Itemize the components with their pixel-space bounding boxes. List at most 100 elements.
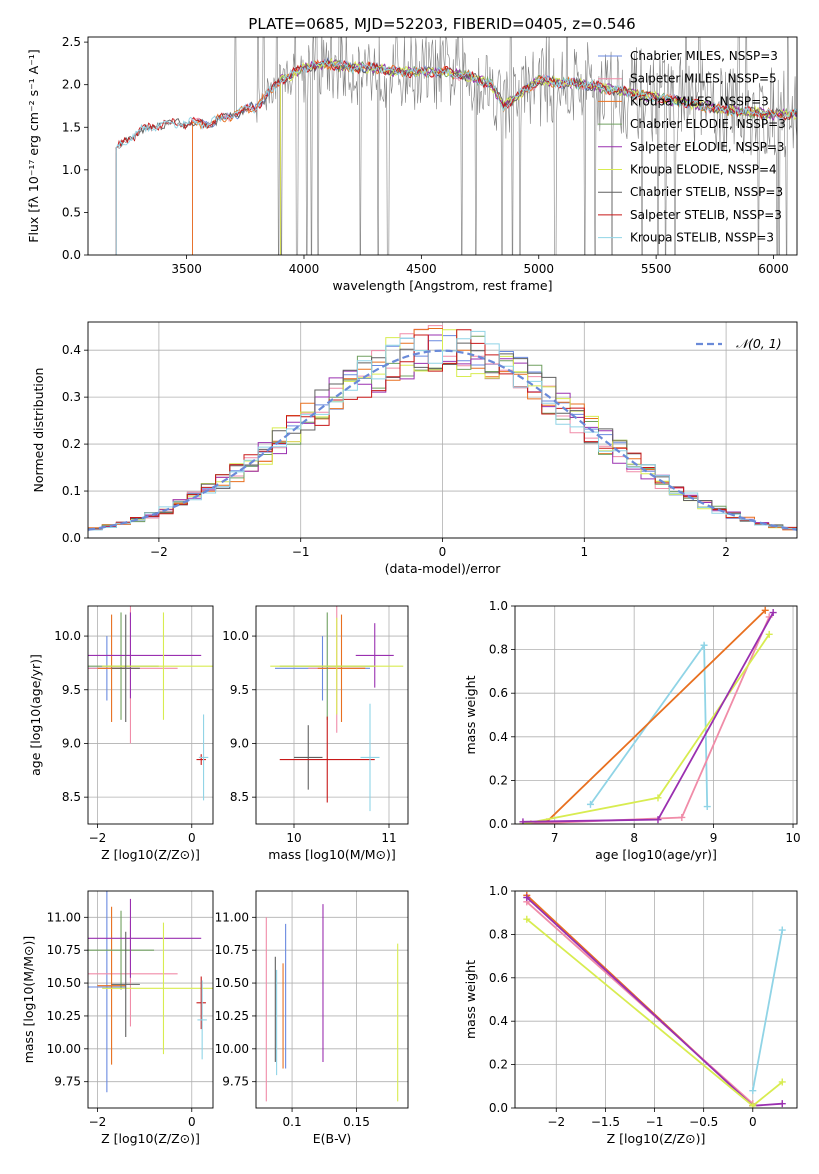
model-spectrum <box>115 59 797 255</box>
spectrum-xtick-label: 4500 <box>406 262 437 276</box>
spectrum-ylabel: Flux [fλ 10⁻¹⁷ erg cm⁻² s⁻¹ A⁻¹] <box>26 49 41 242</box>
spectrum-ytick-label: 1.5 <box>62 120 81 134</box>
weight-vs-z-xtick-label: −1 <box>646 1115 664 1129</box>
mass-vs-z-ytick-label: 10.00 <box>47 1042 81 1056</box>
weight-vs-z-ylabel: mass weight <box>463 960 478 1039</box>
weight-marker <box>703 803 711 811</box>
model-spectrum <box>115 58 797 255</box>
weight-vs-z-ytick-label: 0.4 <box>489 1014 508 1028</box>
mass-vs-z-ylabel: mass [log10(M/M⊙)] <box>21 936 36 1064</box>
mass-vs-ebv-frame <box>255 890 409 1109</box>
spectrum-xtick-label: 4000 <box>289 262 320 276</box>
weight-vs-z-ytick-label: 1.0 <box>489 884 508 898</box>
weight-vs-age-ytick-label: 0.4 <box>489 730 508 744</box>
age-vs-z-ylabel: age [log10(age/yr)] <box>28 654 43 776</box>
spectrum-legend: Chabrier MILES, NSSP=3 Salpeter MILES, NS… <box>598 49 786 245</box>
normal-curve <box>88 349 797 531</box>
mass-vs-ebv-xlabel: E(B-V) <box>313 1131 352 1146</box>
mass-vs-z-plot-area <box>88 891 213 1093</box>
residuals-ylabel: Normed distribution <box>31 368 46 493</box>
age-vs-z-panel: −2 0 8.5 9.0 9.5 10.0 Z [log10(Z/Z⊙)] age [log1… <box>28 605 214 862</box>
figure-title: PLATE=0685, MJD=52203, FIBERID=0405, z=0… <box>248 15 635 33</box>
mass-vs-z-ytick-label: 10.75 <box>47 943 81 957</box>
mass-vs-ebv-ytick-label: 11.00 <box>215 910 249 924</box>
age-vs-z-plot-area <box>88 606 213 801</box>
mass-vs-ebv-ytick-label: 10.50 <box>215 976 249 990</box>
residuals-xtick-label: 1 <box>580 545 588 559</box>
residuals-ytick-label: 0.4 <box>62 343 81 357</box>
weight-line <box>522 616 771 824</box>
weight-marker <box>765 630 773 638</box>
weight-vs-age-xlabel: age [log10(age/yr)] <box>595 847 717 862</box>
age-vs-z-xlabel: Z [log10(Z/Z⊙)] <box>101 847 200 862</box>
weight-vs-z-plot-area <box>523 891 786 1108</box>
age-vs-mass-ytick-label: 9.5 <box>230 683 249 697</box>
residuals-ytick-label: 0.1 <box>62 484 81 498</box>
weight-marker <box>778 1078 786 1086</box>
weight-marker <box>519 818 527 824</box>
age-vs-z-ytick-label: 9.5 <box>62 683 81 697</box>
age-vs-mass-panel: 10 11 8.5 9.0 9.5 10.0 mass [log10(M/M⊙)] <box>222 605 409 862</box>
weight-vs-z-xlabel: Z [log10(Z/Z⊙)] <box>607 1131 706 1146</box>
legend-entry: Salpeter MILES, NSSP=5 <box>630 72 777 86</box>
spectrum-ytick-label: 0.0 <box>62 248 81 262</box>
spectrum-frame <box>87 36 798 256</box>
weight-vs-age-xtick-label: 9 <box>710 831 718 845</box>
weight-line <box>751 929 784 1091</box>
weight-marker <box>769 609 777 617</box>
age-vs-z-ytick-label: 10.0 <box>54 629 81 643</box>
spectrum-ytick-label: 1.0 <box>62 163 81 177</box>
legend-entry: Salpeter STELIB, NSSP=3 <box>630 208 782 222</box>
age-vs-mass-xtick-label: 10 <box>286 831 301 845</box>
legend-entry: Kroupa MILES, NSSP=3 <box>630 94 769 108</box>
weight-vs-z-xtick-label: −0.5 <box>689 1115 718 1129</box>
legend-entry: Chabrier ELODIE, NSSP=3 <box>630 117 786 131</box>
residuals-ytick-label: 0.3 <box>62 390 81 404</box>
legend-entry: Chabrier STELIB, NSSP=3 <box>630 185 783 199</box>
age-vs-mass-plot-area <box>270 606 404 812</box>
weight-vs-age-frame <box>514 605 798 825</box>
spectrum-xtick-label: 5000 <box>523 262 554 276</box>
spectrum-ytick-label: 2.0 <box>62 78 81 92</box>
age-vs-mass-ytick-label: 8.5 <box>230 790 249 804</box>
weight-vs-z-xtick-label: −1.5 <box>591 1115 620 1129</box>
weight-vs-age-xtick-label: 10 <box>785 831 800 845</box>
weight-marker <box>678 813 686 821</box>
residuals-xtick-label: −1 <box>292 545 310 559</box>
residuals-ytick-label: 0.2 <box>62 437 81 451</box>
spectrum-plot-area <box>115 37 797 255</box>
legend-entry: Kroupa ELODIE, NSSP=4 <box>630 163 777 177</box>
weight-vs-z-ytick-label: 0.2 <box>489 1058 508 1072</box>
weight-line <box>522 633 770 824</box>
weight-marker <box>654 794 662 802</box>
weight-vs-age-ytick-label: 0.0 <box>489 817 508 831</box>
model-spectrum <box>115 59 797 255</box>
legend-entry: 𝒩(0, 1) <box>736 336 782 351</box>
weight-vs-age-ylabel: mass weight <box>463 675 478 754</box>
mass-vs-ebv-ytick-label: 9.75 <box>222 1075 249 1089</box>
residuals-xtick-label: 2 <box>722 545 730 559</box>
weight-line <box>589 642 709 807</box>
weight-vs-age-ytick-label: 0.6 <box>489 686 508 700</box>
weight-marker <box>586 800 594 808</box>
weight-vs-z-xtick-label: −2 <box>547 1115 565 1129</box>
age-vs-z-ytick-label: 9.0 <box>62 736 81 750</box>
weight-marker <box>749 1087 757 1095</box>
legend-entry: Kroupa STELIB, NSSP=3 <box>630 231 774 245</box>
mass-vs-ebv-plot-area <box>265 904 399 1102</box>
residuals-xtick-label: −2 <box>150 545 168 559</box>
mass-vs-z-ytick-label: 11.00 <box>47 910 81 924</box>
weight-line <box>530 609 766 824</box>
weight-vs-z-ytick-label: 0.0 <box>489 1101 508 1115</box>
weight-line <box>522 612 774 823</box>
mass-vs-z-ytick-label: 10.50 <box>47 976 81 990</box>
mass-vs-z-xtick-label: 0 <box>188 1115 196 1129</box>
spectrum-xlabel: wavelength [Angstrom, rest frame] <box>332 278 552 293</box>
mass-vs-ebv-xtick-label: 0.1 <box>283 1115 302 1129</box>
spectrum-ytick-label: 2.5 <box>62 35 81 49</box>
weight-marker <box>523 915 531 923</box>
residuals-plot-area <box>88 325 797 533</box>
age-vs-z-ytick-label: 8.5 <box>62 790 81 804</box>
weight-vs-age-xtick-label: 8 <box>630 831 638 845</box>
spectrum-ytick-label: 0.5 <box>62 205 81 219</box>
